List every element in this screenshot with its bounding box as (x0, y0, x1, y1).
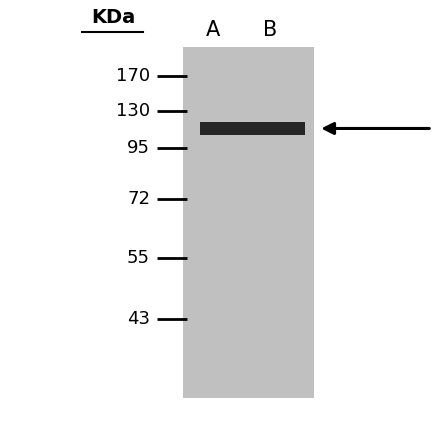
Text: 130: 130 (116, 102, 150, 120)
Text: B: B (263, 20, 277, 40)
Text: 170: 170 (116, 67, 150, 85)
Text: A: A (206, 20, 220, 40)
Text: 43: 43 (127, 310, 150, 328)
Bar (200, 122, 305, 135)
Text: 55: 55 (127, 249, 150, 267)
Text: KDa: KDa (91, 8, 135, 27)
Text: 72: 72 (127, 191, 150, 209)
Text: 95: 95 (127, 139, 150, 157)
Bar (183, 47, 314, 398)
